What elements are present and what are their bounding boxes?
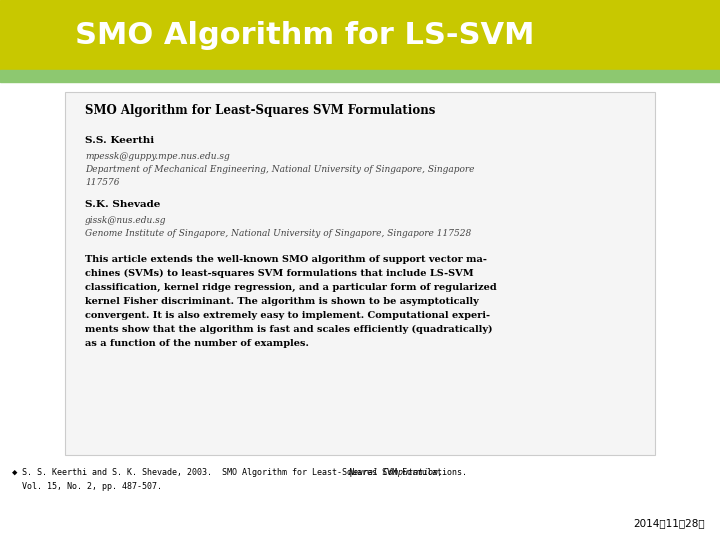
Text: ments show that the algorithm is fast and scales efficiently (quadratically): ments show that the algorithm is fast an… bbox=[85, 325, 492, 334]
Text: S.S. Keerthi: S.S. Keerthi bbox=[85, 136, 154, 145]
Text: kernel Fisher discriminant. The algorithm is shown to be asymptotically: kernel Fisher discriminant. The algorith… bbox=[85, 297, 479, 306]
Text: ◆: ◆ bbox=[12, 468, 17, 477]
Text: Genome Institute of Singapore, National University of Singapore, Singapore 11752: Genome Institute of Singapore, National … bbox=[85, 229, 472, 238]
Text: SMO Algorithm for LS-SVM: SMO Algorithm for LS-SVM bbox=[75, 21, 534, 50]
Text: convergent. It is also extremely easy to implement. Computational experi-: convergent. It is also extremely easy to… bbox=[85, 311, 490, 320]
Text: S. S. Keerthi and S. K. Shevade, 2003.  SMO Algorithm for Least-Squares SVM Form: S. S. Keerthi and S. K. Shevade, 2003. S… bbox=[22, 468, 477, 477]
Text: 117576: 117576 bbox=[85, 178, 120, 187]
Bar bbox=[0, 0, 720, 70]
Text: as a function of the number of examples.: as a function of the number of examples. bbox=[85, 339, 309, 348]
Text: This article extends the well-known SMO algorithm of support vector ma-: This article extends the well-known SMO … bbox=[85, 255, 487, 264]
Text: SMO Algorithm for Least-Squares SVM Formulations: SMO Algorithm for Least-Squares SVM Form… bbox=[85, 104, 436, 117]
Bar bbox=[0, 70, 720, 82]
Text: gissk@nus.edu.sg: gissk@nus.edu.sg bbox=[85, 216, 166, 225]
Text: Department of Mechanical Engineering, National University of Singapore, Singapor: Department of Mechanical Engineering, Na… bbox=[85, 165, 474, 174]
Bar bbox=[65, 92, 655, 455]
Text: Vol. 15, No. 2, pp. 487-507.: Vol. 15, No. 2, pp. 487-507. bbox=[22, 482, 162, 491]
Text: 2014年11月28日: 2014年11月28日 bbox=[634, 518, 705, 528]
Text: chines (SVMs) to least-squares SVM formulations that include LS-SVM: chines (SVMs) to least-squares SVM formu… bbox=[85, 269, 474, 278]
Text: mpessk@guppy.mpe.nus.edu.sg: mpessk@guppy.mpe.nus.edu.sg bbox=[85, 152, 230, 161]
Text: S.K. Shevade: S.K. Shevade bbox=[85, 200, 161, 209]
Text: classification, kernel ridge regression, and a particular form of regularized: classification, kernel ridge regression,… bbox=[85, 283, 497, 292]
Text: Neural Computation,: Neural Computation, bbox=[348, 468, 443, 477]
